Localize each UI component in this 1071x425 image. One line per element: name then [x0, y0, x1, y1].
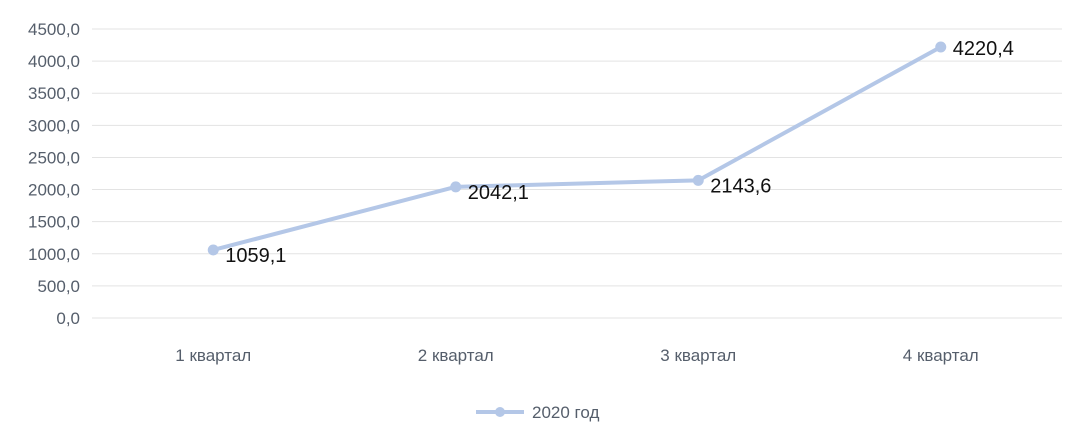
data-label: 2143,6: [710, 175, 771, 197]
data-point: [935, 41, 947, 53]
y-tick-label: 500,0: [37, 277, 80, 296]
legend: 2020 год: [476, 403, 599, 422]
y-tick-label: 1000,0: [28, 245, 80, 264]
x-category-label: 3 квартал: [660, 346, 736, 365]
x-category-label: 1 квартал: [175, 346, 251, 365]
x-category-label: 2 квартал: [418, 346, 494, 365]
data-point: [207, 244, 219, 256]
y-tick-label: 2500,0: [28, 148, 80, 167]
x-category-label: 4 квартал: [903, 346, 979, 365]
y-tick-label: 1500,0: [28, 213, 80, 232]
y-tick-label: 4500,0: [28, 20, 80, 39]
y-tick-label: 2000,0: [28, 181, 80, 200]
data-label: 2042,1: [468, 182, 529, 204]
data-point: [692, 174, 704, 186]
grid-lines: [92, 28, 1062, 319]
series-2020: [207, 41, 947, 256]
y-tick-label: 0,0: [56, 309, 80, 328]
series-line: [212, 45, 942, 252]
data-point: [450, 181, 462, 193]
y-tick-label: 3000,0: [28, 116, 80, 135]
y-axis-ticks: 0,0 500,0 1000,0 1500,0 2000,0 2500,0 3000,0 35…: [28, 20, 80, 328]
data-labels: 1059,1 2042,1 2143,6 4220,4: [225, 38, 1014, 267]
legend-point-marker: [495, 407, 505, 417]
data-label: 4220,4: [953, 38, 1014, 60]
y-tick-label: 3500,0: [28, 84, 80, 103]
x-axis-categories: 1 квартал 2 квартал 3 квартал 4 квартал: [175, 346, 978, 365]
data-label: 1059,1: [225, 245, 286, 267]
legend-series-name: 2020 год: [532, 403, 599, 422]
y-tick-label: 4000,0: [28, 52, 80, 71]
